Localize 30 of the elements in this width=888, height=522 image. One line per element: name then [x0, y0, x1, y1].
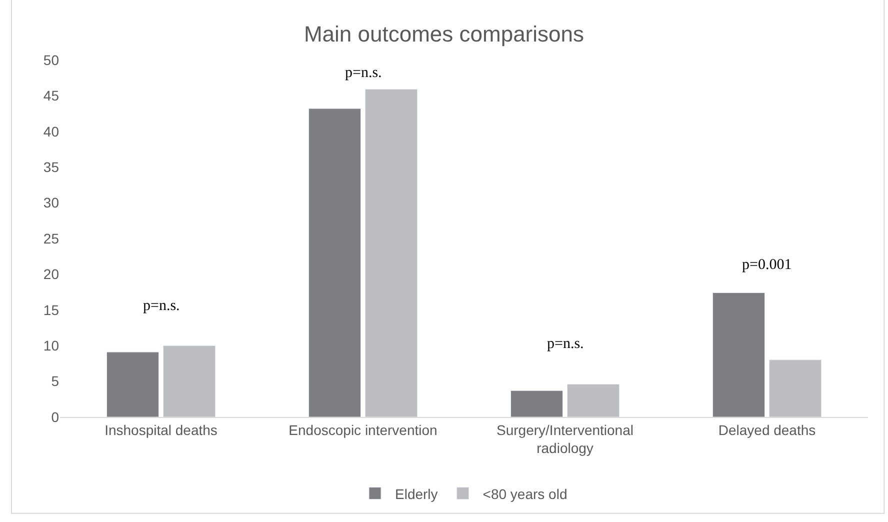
bar	[163, 345, 216, 417]
y-tick-label: 0	[51, 408, 60, 425]
bar	[510, 390, 563, 417]
y-tick-label: 5	[51, 373, 60, 390]
y-tick-label: 30	[43, 194, 60, 211]
y-tick-label: 40	[43, 123, 60, 140]
x-tick-label: Inshospital deaths	[104, 422, 218, 438]
y-tick-label: 10	[43, 338, 60, 354]
y-tick-label: 50	[43, 52, 60, 68]
bar	[365, 89, 418, 417]
x-tick-label: Delayed deaths	[718, 422, 816, 438]
y-tick-label: 25	[43, 230, 60, 246]
y-tick-label: 45	[43, 88, 60, 104]
bar	[567, 384, 620, 417]
y-tick-label: 20	[43, 266, 60, 282]
y-tick-label: 15	[43, 302, 60, 318]
annotation: p=0.001	[742, 257, 792, 273]
legend-label: <80 years old	[482, 486, 568, 502]
x-tick-label: Endoscopic intervention	[288, 422, 438, 438]
bar	[712, 292, 765, 417]
chart-title: Main outcomes comparisons	[304, 22, 584, 46]
bar	[106, 352, 159, 417]
annotation: p=n.s.	[345, 65, 382, 81]
bar	[769, 360, 822, 417]
bar	[308, 108, 361, 417]
y-tick-label: 35	[43, 159, 60, 175]
annotation: p=n.s.	[143, 298, 180, 314]
legend-label: Elderly	[395, 486, 438, 502]
annotation: p=n.s.	[547, 336, 584, 352]
x-tick-label: Surgery/Interventional radiology	[496, 422, 634, 456]
